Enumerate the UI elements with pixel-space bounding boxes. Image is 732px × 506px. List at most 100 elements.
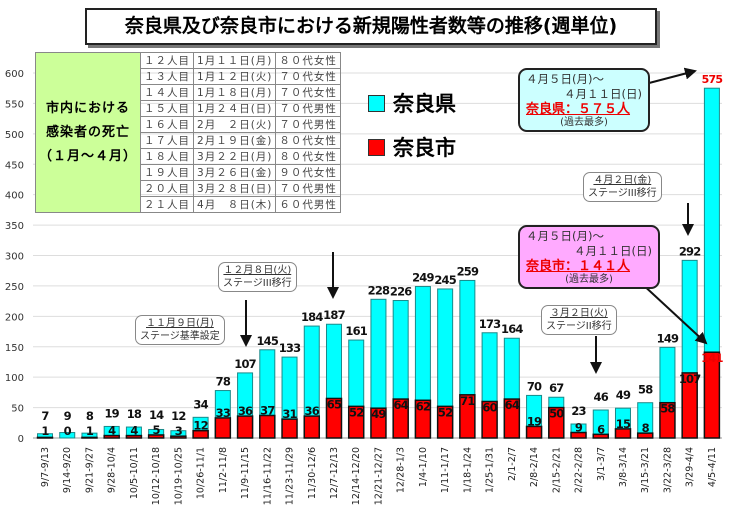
callout-line: ４月１１日(日) xyxy=(574,244,652,258)
data-label-prefecture: 23 xyxy=(571,404,586,418)
data-label-city: 0 xyxy=(64,424,72,438)
x-tick-label: 11/9-11/15 xyxy=(240,447,251,499)
death-ordinal: １６人目 xyxy=(140,116,195,133)
death-ordinal: １８人目 xyxy=(140,148,195,165)
legend-item-city: 奈良市 xyxy=(368,132,456,162)
data-label-city: 50 xyxy=(549,407,564,421)
death-profile: ６０代男性 xyxy=(275,196,341,213)
callout-line: ４月５日(月)～ xyxy=(526,72,604,86)
x-tick-label: 11/16-11/22 xyxy=(262,447,273,505)
data-label-city: 3 xyxy=(175,424,183,438)
bar-city xyxy=(147,434,165,439)
death-date: 2月１９日(金) xyxy=(193,132,277,149)
legend-label: 奈良県 xyxy=(393,92,456,116)
x-tick-label: 11/2-11/8 xyxy=(218,447,229,493)
death-date: 1月１１日(月) xyxy=(193,52,277,69)
x-tick-label: 10/12-10/18 xyxy=(151,447,162,505)
y-tick-label: 150 xyxy=(5,343,24,354)
data-label-city: 52 xyxy=(438,405,452,419)
bar-city xyxy=(370,407,387,439)
y-tick-label: 200 xyxy=(5,312,24,323)
data-label-prefecture: 70 xyxy=(527,379,542,393)
x-tick-label: 1/11-1/17 xyxy=(440,447,451,493)
stage-note-nov9: １１月９日(月) ステージ基準設定 xyxy=(135,315,225,345)
x-tick-label: 11/23-11/29 xyxy=(285,447,296,505)
death-profile: ７０代女性 xyxy=(275,84,341,101)
y-tick-label: 450 xyxy=(5,160,24,171)
bar-city xyxy=(125,434,143,439)
table-row: １４人目 1月１８日(月) ７０代女性 xyxy=(36,84,341,101)
data-label-city: 37 xyxy=(260,403,275,417)
data-label-prefecture: 49 xyxy=(616,388,631,402)
x-tick-label: 3/8-3/14 xyxy=(618,447,629,487)
death-ordinal: ２１人目 xyxy=(140,196,195,213)
stage-text: ステージII移行 xyxy=(546,321,612,332)
bar-city xyxy=(636,432,654,439)
x-tick-label: 11/30-12/6 xyxy=(307,447,318,499)
data-label-prefecture: 78 xyxy=(216,375,231,389)
data-label-city: 33 xyxy=(216,406,231,420)
bar-city xyxy=(281,418,298,439)
data-label-city: 49 xyxy=(371,407,386,421)
data-label-city: 31 xyxy=(282,407,297,421)
data-label-prefecture: 187 xyxy=(323,308,345,322)
data-label-city: 62 xyxy=(416,399,430,413)
callout-highlight: 奈良県：５７５人 xyxy=(526,102,631,117)
data-label-city: 19 xyxy=(527,414,542,428)
data-label-prefecture: 67 xyxy=(549,381,564,395)
death-date: 3月２６日(金) xyxy=(193,164,277,181)
bars-layer xyxy=(36,87,721,439)
x-tick-label: 3/1-3/7 xyxy=(596,447,607,481)
bar-city xyxy=(659,401,676,439)
x-tick-label: 10/26-11/1 xyxy=(196,447,207,499)
data-label-city: 141 xyxy=(701,351,723,365)
x-tick-label: 3/29-4/4 xyxy=(685,447,696,487)
bar-city xyxy=(459,394,476,439)
bar-city xyxy=(503,398,521,439)
data-label-prefecture: 575 xyxy=(702,73,723,86)
bar-city xyxy=(703,351,721,439)
bar-city xyxy=(392,398,409,439)
data-label-city: 6 xyxy=(597,422,605,436)
y-tick-label: 600 xyxy=(5,69,24,80)
stage-date: １１月９日(月) xyxy=(146,318,214,329)
data-label-prefecture: 46 xyxy=(594,390,609,404)
x-tick-label: 10/5-10/11 xyxy=(129,447,140,499)
data-label-prefecture: 19 xyxy=(104,406,119,420)
y-tick-label: 250 xyxy=(5,282,24,293)
death-profile: ７０代男性 xyxy=(275,180,341,197)
data-label-prefecture: 249 xyxy=(412,271,434,285)
data-label-city: 15 xyxy=(616,417,631,431)
bar-city xyxy=(570,431,587,439)
x-tick-label: 9/28-10/4 xyxy=(107,447,118,493)
death-profile: ７０代男性 xyxy=(275,116,341,133)
data-label-city: 4 xyxy=(130,424,138,438)
callout-line: ４月１１日(日) xyxy=(564,87,642,101)
table-row: １５人目 1月２４日(日) ７０代男性 xyxy=(36,100,341,117)
x-tick-label: 1/25-1/31 xyxy=(485,447,496,493)
data-label-city: 9 xyxy=(575,421,583,435)
bar-city xyxy=(481,400,498,439)
stage-date: １２月８日(火) xyxy=(223,265,292,276)
bar-city xyxy=(192,429,209,439)
x-tick-label: 9/7-9/13 xyxy=(40,447,51,487)
bar-city xyxy=(81,436,98,439)
x-tick-label: 12/21-12/27 xyxy=(373,447,384,505)
data-label-city: 8 xyxy=(642,421,650,435)
data-label-prefecture: 292 xyxy=(679,244,701,258)
stage-date: ３月２日(火) xyxy=(549,308,608,319)
bar-city xyxy=(347,405,365,439)
x-tick-label: 2/22-2/28 xyxy=(574,447,585,493)
x-tick-label: 2/1-2/7 xyxy=(507,447,518,481)
data-label-prefecture: 226 xyxy=(390,285,412,299)
bar-city xyxy=(548,406,565,439)
bar-prefecture xyxy=(59,432,76,439)
data-label-prefecture: 245 xyxy=(434,273,456,287)
death-profile: ７０代男性 xyxy=(275,100,341,117)
y-tick-label: 350 xyxy=(5,221,24,232)
data-label-prefecture: 173 xyxy=(479,317,501,331)
data-label-prefecture: 161 xyxy=(345,324,367,338)
y-tick-label: 300 xyxy=(5,252,24,263)
bar-city xyxy=(259,414,276,439)
